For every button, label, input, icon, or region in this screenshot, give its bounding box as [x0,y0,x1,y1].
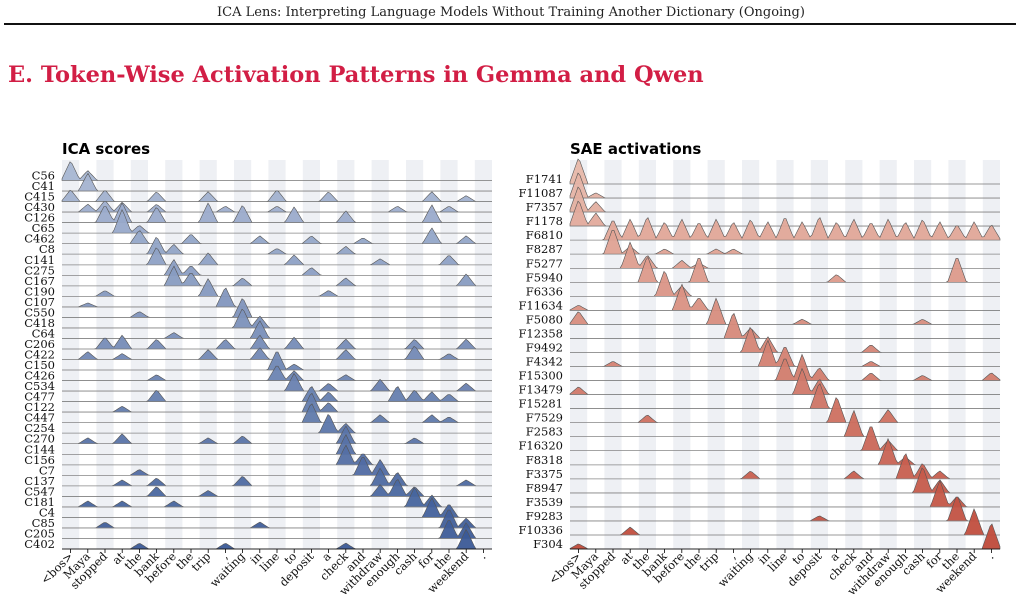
sae-row-label: F11634 [518,298,563,312]
ica-row-label: C56 [32,169,55,183]
sae-row-label: F15281 [518,397,563,411]
sae-token-label: line [765,549,790,574]
sae-row-label: F1741 [526,172,563,186]
sae-token-band [742,160,760,549]
ica-row-label: C205 [24,527,55,541]
sae-row-label: F16320 [518,439,563,453]
sae-row-label: F12358 [518,326,563,340]
ica-row-label: C477 [24,390,55,404]
ica-row-label: C85 [32,516,55,530]
sae-token-band [604,160,622,549]
ica-token-band [130,160,148,549]
sae-row-label: F8318 [526,453,563,467]
sae-row-label: F5080 [526,312,563,326]
ica-row-label: C181 [24,495,55,509]
sae-token-label: . [984,549,996,561]
sae-token-band [845,160,863,549]
sae-row-label: F11087 [518,186,563,200]
ica-row-label: C8 [39,242,55,256]
ica-token-band [474,160,492,549]
ica-row-label: C550 [24,305,55,319]
sae-row-label: F7529 [526,411,563,425]
sae-row-label: F6810 [526,228,563,242]
sae-row-label: F8287 [526,242,563,256]
sae-row-label: F5277 [526,256,563,270]
ica-row-label: C141 [24,253,55,267]
ica-row-label: C206 [24,337,55,351]
sae-token-band [707,160,725,549]
sae-token-band [673,160,691,549]
ica-row-label: C254 [24,421,55,435]
sae-row-label: F7357 [526,200,563,214]
ica-row-label: C4 [39,505,55,519]
ica-row-label: C418 [24,316,55,330]
ica-row-label: C415 [24,190,55,204]
sae-token-band [570,160,588,549]
ica-panel-title: ICA scores [62,140,150,158]
ica-row-label: C107 [24,295,55,309]
sae-row-label: F15300 [518,369,563,383]
ica-row-label: C65 [32,221,55,235]
sae-row-label: F3375 [526,467,563,481]
sae-token-label: waiting [715,549,756,590]
ica-token-band [96,160,114,549]
sae-token-band [879,160,897,549]
ica-row-label: C41 [32,179,55,193]
sae-row-label: F9492 [526,341,563,355]
sae-row-label: F3539 [526,495,563,509]
sae-row-label: F10336 [518,523,563,537]
sae-token-band [982,160,1000,549]
header-rule [4,23,1016,25]
sae-row-label: F6336 [526,284,563,298]
sae-ridge [570,217,1001,241]
sae-row-label: F4342 [526,355,563,369]
sae-token-label: trip [696,549,721,574]
sae-token-band [948,160,966,549]
ica-row-label: C534 [24,379,55,393]
sae-token-band [810,160,828,549]
ica-token-band [62,160,80,549]
ica-row-label: C156 [24,453,55,467]
ica-row-label: C144 [24,442,55,456]
ica-token-band [165,160,183,549]
sae-token-band [638,160,656,549]
sae-row-label: F13479 [518,383,563,397]
section-title: E. Token-Wise Activation Patterns in Gem… [8,62,704,88]
sae-row-label: F5940 [526,270,563,284]
ica-token-band [302,160,320,549]
ica-row-label: C430 [24,200,55,214]
ica-row-label: C547 [24,484,55,498]
ica-row-label: C64 [32,326,55,340]
sae-row-label: F1178 [526,214,563,228]
sae-row-label: F9283 [526,509,563,523]
ica-row-label: C190 [24,284,55,298]
ica-row-label: C447 [24,411,55,425]
ica-row-label: C126 [24,211,55,225]
sae-row-label: F8947 [526,481,563,495]
sae-row-label: F2583 [526,425,563,439]
ica-token-band [234,160,252,549]
ica-row-label: C275 [24,263,55,277]
ica-token-band [371,160,389,549]
ica-row-label: C462 [24,232,55,246]
ica-row-label: C422 [24,348,55,362]
running-title: ICA Lens: Interpreting Language Models W… [217,5,805,20]
ica-row-label: C7 [39,463,55,477]
ica-row-label: C122 [24,400,55,414]
sae-panel-title: SAE activations [570,140,701,158]
ica-row-label: C270 [24,432,55,446]
ica-row-label: C137 [24,474,55,488]
ica-row-label: C150 [24,358,55,372]
ica-row-label: C167 [24,274,55,288]
sae-token-band [914,160,932,549]
sae-row-label: F304 [533,537,563,551]
ica-row-label: C426 [24,369,55,383]
ica-row-label: C402 [24,537,55,551]
